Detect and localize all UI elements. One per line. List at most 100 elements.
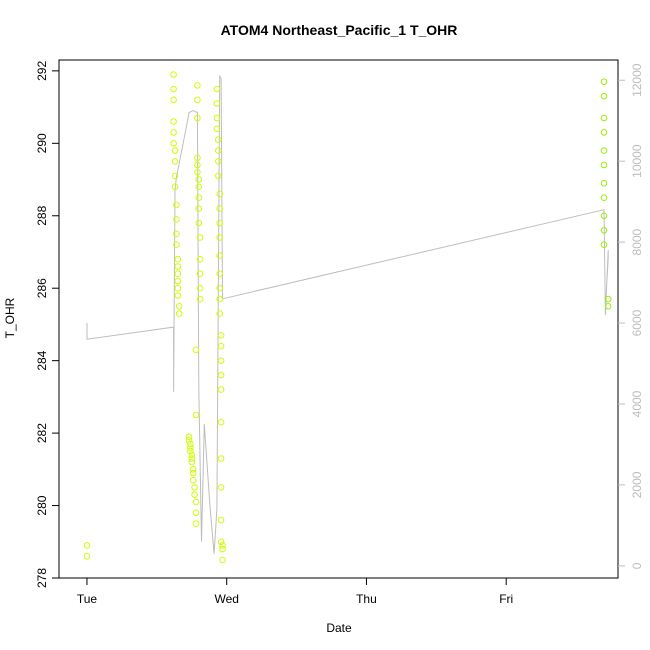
data-point	[216, 310, 223, 317]
data-point	[219, 556, 226, 564]
data-point	[174, 263, 182, 270]
data-point	[604, 303, 612, 310]
data-point	[600, 194, 608, 201]
y-tick-label: 282	[35, 423, 49, 443]
data-point	[217, 484, 225, 491]
data-point	[195, 219, 203, 227]
y2-tick-label: 12000	[630, 63, 644, 97]
data-point	[217, 455, 225, 462]
data-point	[600, 78, 608, 85]
data-point	[187, 447, 194, 455]
plot-frame	[58, 59, 619, 579]
data-point	[196, 255, 204, 263]
data-point	[192, 520, 200, 528]
series-line-group	[86, 74, 609, 554]
data-point	[196, 270, 204, 278]
data-point	[196, 234, 204, 241]
data-point	[213, 125, 221, 133]
data-point	[600, 227, 608, 234]
y2-tick-label: 4000	[630, 390, 644, 417]
data-point	[213, 100, 221, 107]
data-point	[600, 241, 608, 248]
data-point	[191, 491, 198, 499]
data-point	[185, 437, 193, 444]
data-point	[217, 386, 225, 393]
data-point	[217, 516, 225, 524]
data-point	[215, 172, 222, 180]
series-points-group	[83, 71, 612, 564]
data-point	[175, 310, 183, 317]
data-point	[171, 172, 179, 180]
data-point	[215, 158, 222, 165]
data-point	[194, 114, 201, 122]
y-tick-label: 292	[35, 61, 49, 81]
y2-tick-label: 6000	[630, 309, 644, 336]
y-tick-label: 290	[35, 133, 49, 153]
data-point	[174, 270, 182, 278]
y-tick-label: 280	[35, 495, 49, 515]
data-point	[192, 411, 200, 419]
data-point	[219, 542, 226, 549]
data-point	[185, 433, 193, 441]
data-point	[175, 303, 183, 310]
data-point	[600, 129, 608, 136]
chart-title: ATOM4 Northeast_Pacific_1 T_OHR	[221, 22, 458, 38]
y-axis: 278 280 282 284 286 288 290 292	[35, 61, 59, 588]
data-point	[170, 71, 177, 78]
data-point	[192, 509, 200, 517]
data-point	[195, 183, 203, 191]
data-point	[216, 284, 223, 292]
data-point	[217, 418, 225, 426]
data-point	[170, 96, 177, 104]
data-point	[600, 212, 608, 220]
data-point	[213, 85, 221, 93]
data-point	[173, 216, 180, 223]
data-point	[173, 241, 180, 248]
data-point	[195, 194, 203, 201]
data-point	[216, 295, 223, 303]
data-point	[174, 284, 182, 292]
data-point	[188, 458, 196, 466]
data-point	[171, 158, 179, 165]
data-point	[170, 140, 177, 147]
data-point	[173, 201, 180, 209]
data-point	[216, 234, 223, 241]
data-point	[194, 96, 201, 104]
data-point	[192, 498, 200, 506]
data-point	[600, 179, 608, 187]
y-tick-label: 278	[35, 568, 49, 588]
x-tick-label: Wed	[214, 592, 238, 606]
data-point	[188, 451, 196, 459]
data-point	[171, 147, 179, 154]
data-point	[213, 114, 221, 122]
data-point	[600, 147, 608, 154]
y-tick-label: 284	[35, 350, 49, 370]
data-point	[189, 466, 197, 473]
data-point	[216, 270, 223, 278]
y-tick-label: 286	[35, 278, 49, 298]
data-point	[216, 252, 223, 259]
data-point	[215, 136, 222, 143]
data-point	[194, 169, 201, 176]
data-point	[217, 371, 225, 379]
y2-tick-label: 0	[630, 562, 644, 569]
data-point	[216, 190, 223, 198]
data-point	[189, 476, 197, 484]
data-point	[217, 538, 225, 546]
data-point	[170, 118, 177, 125]
data-point	[192, 346, 200, 354]
data-point	[217, 357, 225, 365]
data-point	[187, 440, 194, 448]
y2-tick-label: 2000	[630, 471, 644, 498]
data-point	[170, 85, 177, 93]
data-point	[174, 292, 182, 299]
data-point	[196, 295, 204, 303]
y-tick-label: 288	[35, 205, 49, 225]
data-point	[195, 176, 203, 183]
data-point	[195, 205, 203, 212]
x-axis: Tue Wed Thu Fri	[77, 578, 513, 606]
y2-axis: 0 2000 4000 6000 8000 10000 12000	[618, 63, 644, 569]
data-point	[217, 342, 225, 350]
data-point	[191, 484, 198, 491]
